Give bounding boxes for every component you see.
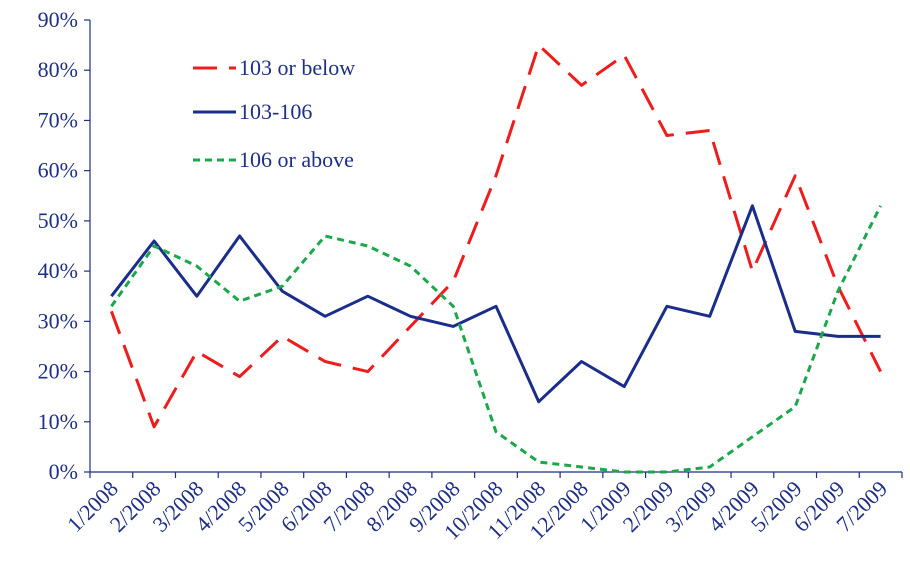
y-tick-label: 20%	[38, 359, 78, 384]
series-layer	[109, 43, 882, 474]
y-tick-label: 30%	[38, 308, 78, 333]
y-axis: 0% 10% 20% 30% 40% 50% 60% 70% 80% 90%	[38, 7, 91, 484]
y-tick-label: 90%	[38, 7, 78, 32]
legend: 103 or below 103-106 106 or above	[193, 55, 355, 172]
legend-label-1: 103-106	[239, 99, 312, 124]
y-tick-label: 50%	[38, 208, 78, 233]
legend-label-0: 103 or below	[239, 55, 355, 80]
series-line-1	[110, 204, 881, 404]
y-tick-label: 10%	[38, 409, 78, 434]
x-axis: 1/20082/20083/20084/20085/20086/20087/20…	[62, 471, 903, 545]
legend-label-2: 106 or above	[239, 147, 354, 172]
y-tick-label: 60%	[38, 158, 78, 183]
series-line-0	[109, 43, 882, 429]
y-tick-label: 40%	[38, 258, 78, 283]
series-line-2	[110, 205, 882, 474]
y-tick-label: 0%	[49, 459, 78, 484]
y-tick-label: 70%	[38, 107, 78, 132]
y-tick-label: 80%	[38, 57, 78, 82]
